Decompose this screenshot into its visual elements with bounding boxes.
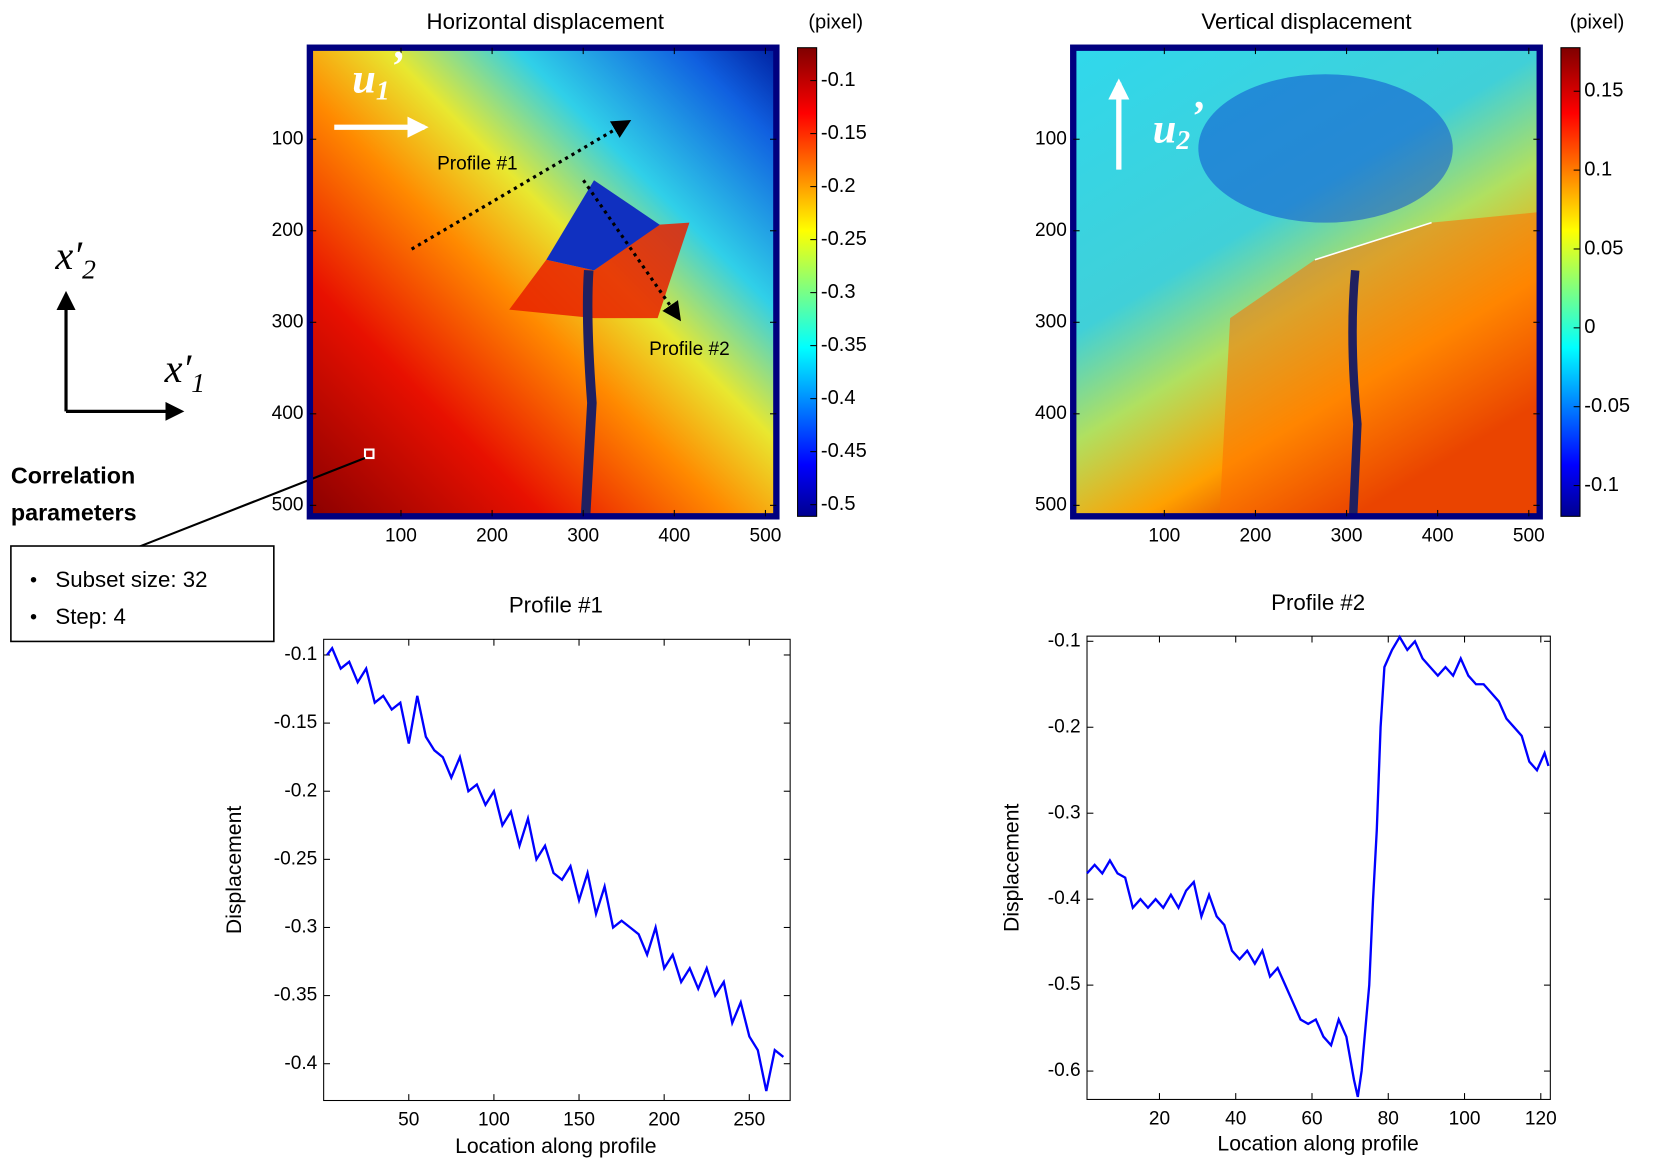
colorbar-tick-label: 0 [1584, 316, 1595, 338]
x-tick-label: 250 [733, 1110, 765, 1131]
x-tick-label: 400 [658, 526, 690, 547]
svg-text:•: • [30, 569, 37, 591]
y-axis-label: Displacement [1000, 803, 1023, 931]
x-tick-label: 80 [1378, 1109, 1399, 1130]
y-tick-label: 100 [272, 128, 304, 149]
y-tick-label: -0.3 [284, 917, 317, 938]
x-tick-label: 100 [478, 1110, 510, 1131]
profile-line [326, 645, 785, 1092]
x-tick-label: 100 [1148, 526, 1180, 547]
y-tick-label: -0.3 [1048, 802, 1081, 823]
colorbar-tick-label: -0.5 [821, 493, 856, 515]
colorbar-label: (pixel) [808, 12, 863, 34]
profile-line [1086, 634, 1550, 1098]
colorbar-tick-label: 0.1 [1584, 158, 1612, 180]
colorbar-tick-label: -0.05 [1584, 395, 1630, 417]
axis-glyph-label: x′2 [54, 233, 96, 285]
x-tick-label: 150 [563, 1110, 595, 1131]
vector-label: u1’ [352, 43, 403, 106]
colorbar-tick-label: -0.4 [821, 387, 856, 409]
profile-label: Profile #2 [649, 339, 730, 360]
x-tick-label: 200 [476, 526, 508, 547]
y-tick-label: -0.6 [1048, 1060, 1081, 1081]
plot-frame [1086, 635, 1551, 1100]
y-axis-label: Displacement [223, 806, 246, 934]
x-tick-label: 200 [1240, 526, 1272, 547]
x-tick-label: 400 [1422, 526, 1454, 547]
x-tick-label: 200 [648, 1110, 680, 1131]
y-tick-label: 200 [272, 220, 304, 241]
y-tick-label: 200 [1035, 220, 1067, 241]
colorbar [797, 47, 818, 517]
colorbar-label: (pixel) [1570, 12, 1625, 34]
vector-prime: ’ [1190, 93, 1204, 140]
y-tick-label: 400 [1035, 403, 1067, 424]
chart-title: Profile #1 [509, 592, 603, 617]
x-tick-label: 300 [567, 526, 599, 547]
x-tick-label: 500 [750, 526, 782, 547]
x-tick-label: 50 [398, 1110, 419, 1131]
y-tick-label: -0.4 [284, 1053, 317, 1074]
y-tick-label: -0.5 [1048, 974, 1081, 995]
vector-symbol: u [352, 55, 376, 102]
x-axis-label: Location along profile [455, 1135, 656, 1158]
y-tick-label: 100 [1035, 128, 1067, 149]
y-tick-label: -0.1 [1048, 630, 1081, 651]
colorbar-tick-label: -0.35 [821, 334, 867, 356]
y-tick-label: 500 [1035, 494, 1067, 515]
plot-frame [323, 638, 791, 1102]
colorbar-tick-label: -0.3 [821, 281, 856, 303]
y-tick-label: 300 [1035, 311, 1067, 332]
colorbar-tick-label: -0.1 [1584, 474, 1619, 496]
y-tick-label: -0.4 [1048, 888, 1081, 909]
y-tick-label: 300 [272, 311, 304, 332]
y-tick-label: -0.25 [274, 848, 318, 869]
vector-subscript: 2 [1175, 124, 1190, 155]
box-title: parameters [11, 499, 137, 525]
vector-prime: ’ [390, 43, 404, 90]
y-tick-label: -0.2 [1048, 716, 1081, 737]
vector-symbol: u [1153, 105, 1177, 152]
profile-label: Profile #1 [437, 153, 518, 174]
box-item: Subset size: 32 [55, 567, 207, 592]
x-tick-label: 500 [1513, 526, 1545, 547]
x-tick-label: 60 [1301, 1109, 1322, 1130]
y-tick-label: -0.2 [284, 780, 317, 801]
colorbar-tick-label: 0.15 [1584, 80, 1623, 102]
overlay-arrows: •• [10, 78, 1130, 643]
heatmap-frame [306, 44, 780, 520]
colorbar-tick-label: -0.25 [821, 228, 867, 250]
heatmap-image [309, 47, 1540, 517]
x-tick-label: 120 [1525, 1109, 1557, 1130]
chart-title: Horizontal displacement [427, 9, 665, 34]
x-tick-label: 20 [1149, 1109, 1170, 1130]
svg-text:•: • [30, 606, 37, 628]
box-item: Step: 4 [55, 604, 126, 629]
colorbar-tick-label: -0.2 [821, 175, 856, 197]
colorbar-tick-label: -0.15 [821, 122, 867, 144]
y-tick-label: -0.1 [284, 644, 317, 665]
y-tick-label: 500 [272, 494, 304, 515]
x-tick-label: 40 [1225, 1109, 1246, 1130]
vector-subscript: 1 [376, 75, 390, 106]
box-title: Correlation [11, 462, 135, 488]
colorbar-tick-label: -0.45 [821, 440, 867, 462]
y-tick-label: -0.15 [274, 712, 318, 733]
x-tick-label: 300 [1331, 526, 1363, 547]
x-tick-label: 100 [1449, 1109, 1481, 1130]
heatmap-frame [1070, 44, 1543, 520]
chart-title: Profile #2 [1271, 590, 1365, 615]
vector-label: u2’ [1153, 93, 1204, 156]
colorbar-tick-label: -0.1 [821, 69, 856, 91]
x-axis-label: Location along profile [1217, 1133, 1418, 1156]
y-tick-label: -0.35 [274, 985, 318, 1006]
y-tick-label: 400 [272, 403, 304, 424]
chart-title: Vertical displacement [1201, 9, 1412, 34]
colorbar [1560, 47, 1581, 517]
x-tick-label: 100 [385, 526, 417, 547]
colorbar-tick-label: 0.05 [1584, 237, 1623, 259]
axis-glyph-label: x′1 [164, 346, 205, 398]
